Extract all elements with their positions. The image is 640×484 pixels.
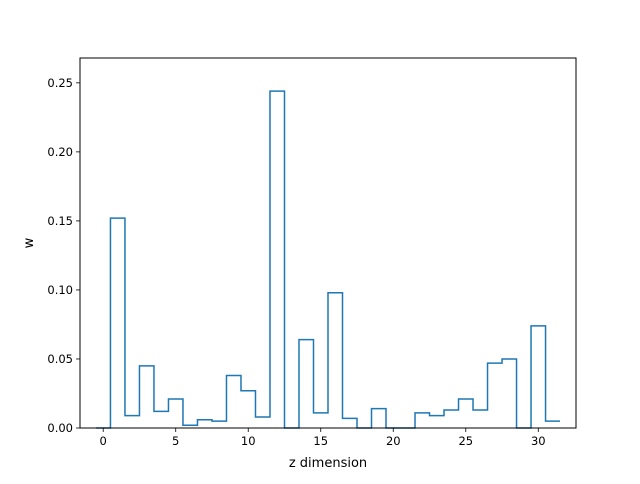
y-tick-label: 0.20 xyxy=(47,145,73,159)
x-tick-label: 10 xyxy=(241,434,256,448)
y-axis-label: w xyxy=(22,237,37,248)
axes-frame xyxy=(79,57,577,429)
x-tick-label: 0 xyxy=(100,434,107,448)
y-tick-label: 0.25 xyxy=(47,76,73,90)
y-tick-label: 0.15 xyxy=(47,214,73,228)
y-tick-label: 0.00 xyxy=(47,421,73,435)
y-tick-label: 0.05 xyxy=(47,352,73,366)
x-tick-label: 20 xyxy=(386,434,401,448)
y-axis: 0.00 0.05 0.10 0.15 0.20 0.25 xyxy=(47,76,80,435)
x-axis: 0 5 10 15 20 25 30 xyxy=(100,428,546,448)
x-tick-label: 25 xyxy=(458,434,473,448)
y-tick-label: 0.10 xyxy=(47,283,73,297)
x-tick-label: 5 xyxy=(172,434,179,448)
series-line xyxy=(95,90,561,429)
x-tick-label: 15 xyxy=(313,434,328,448)
x-tick-label: 30 xyxy=(531,434,546,448)
x-axis-label: z dimension xyxy=(289,456,367,471)
plot-area xyxy=(95,90,561,429)
